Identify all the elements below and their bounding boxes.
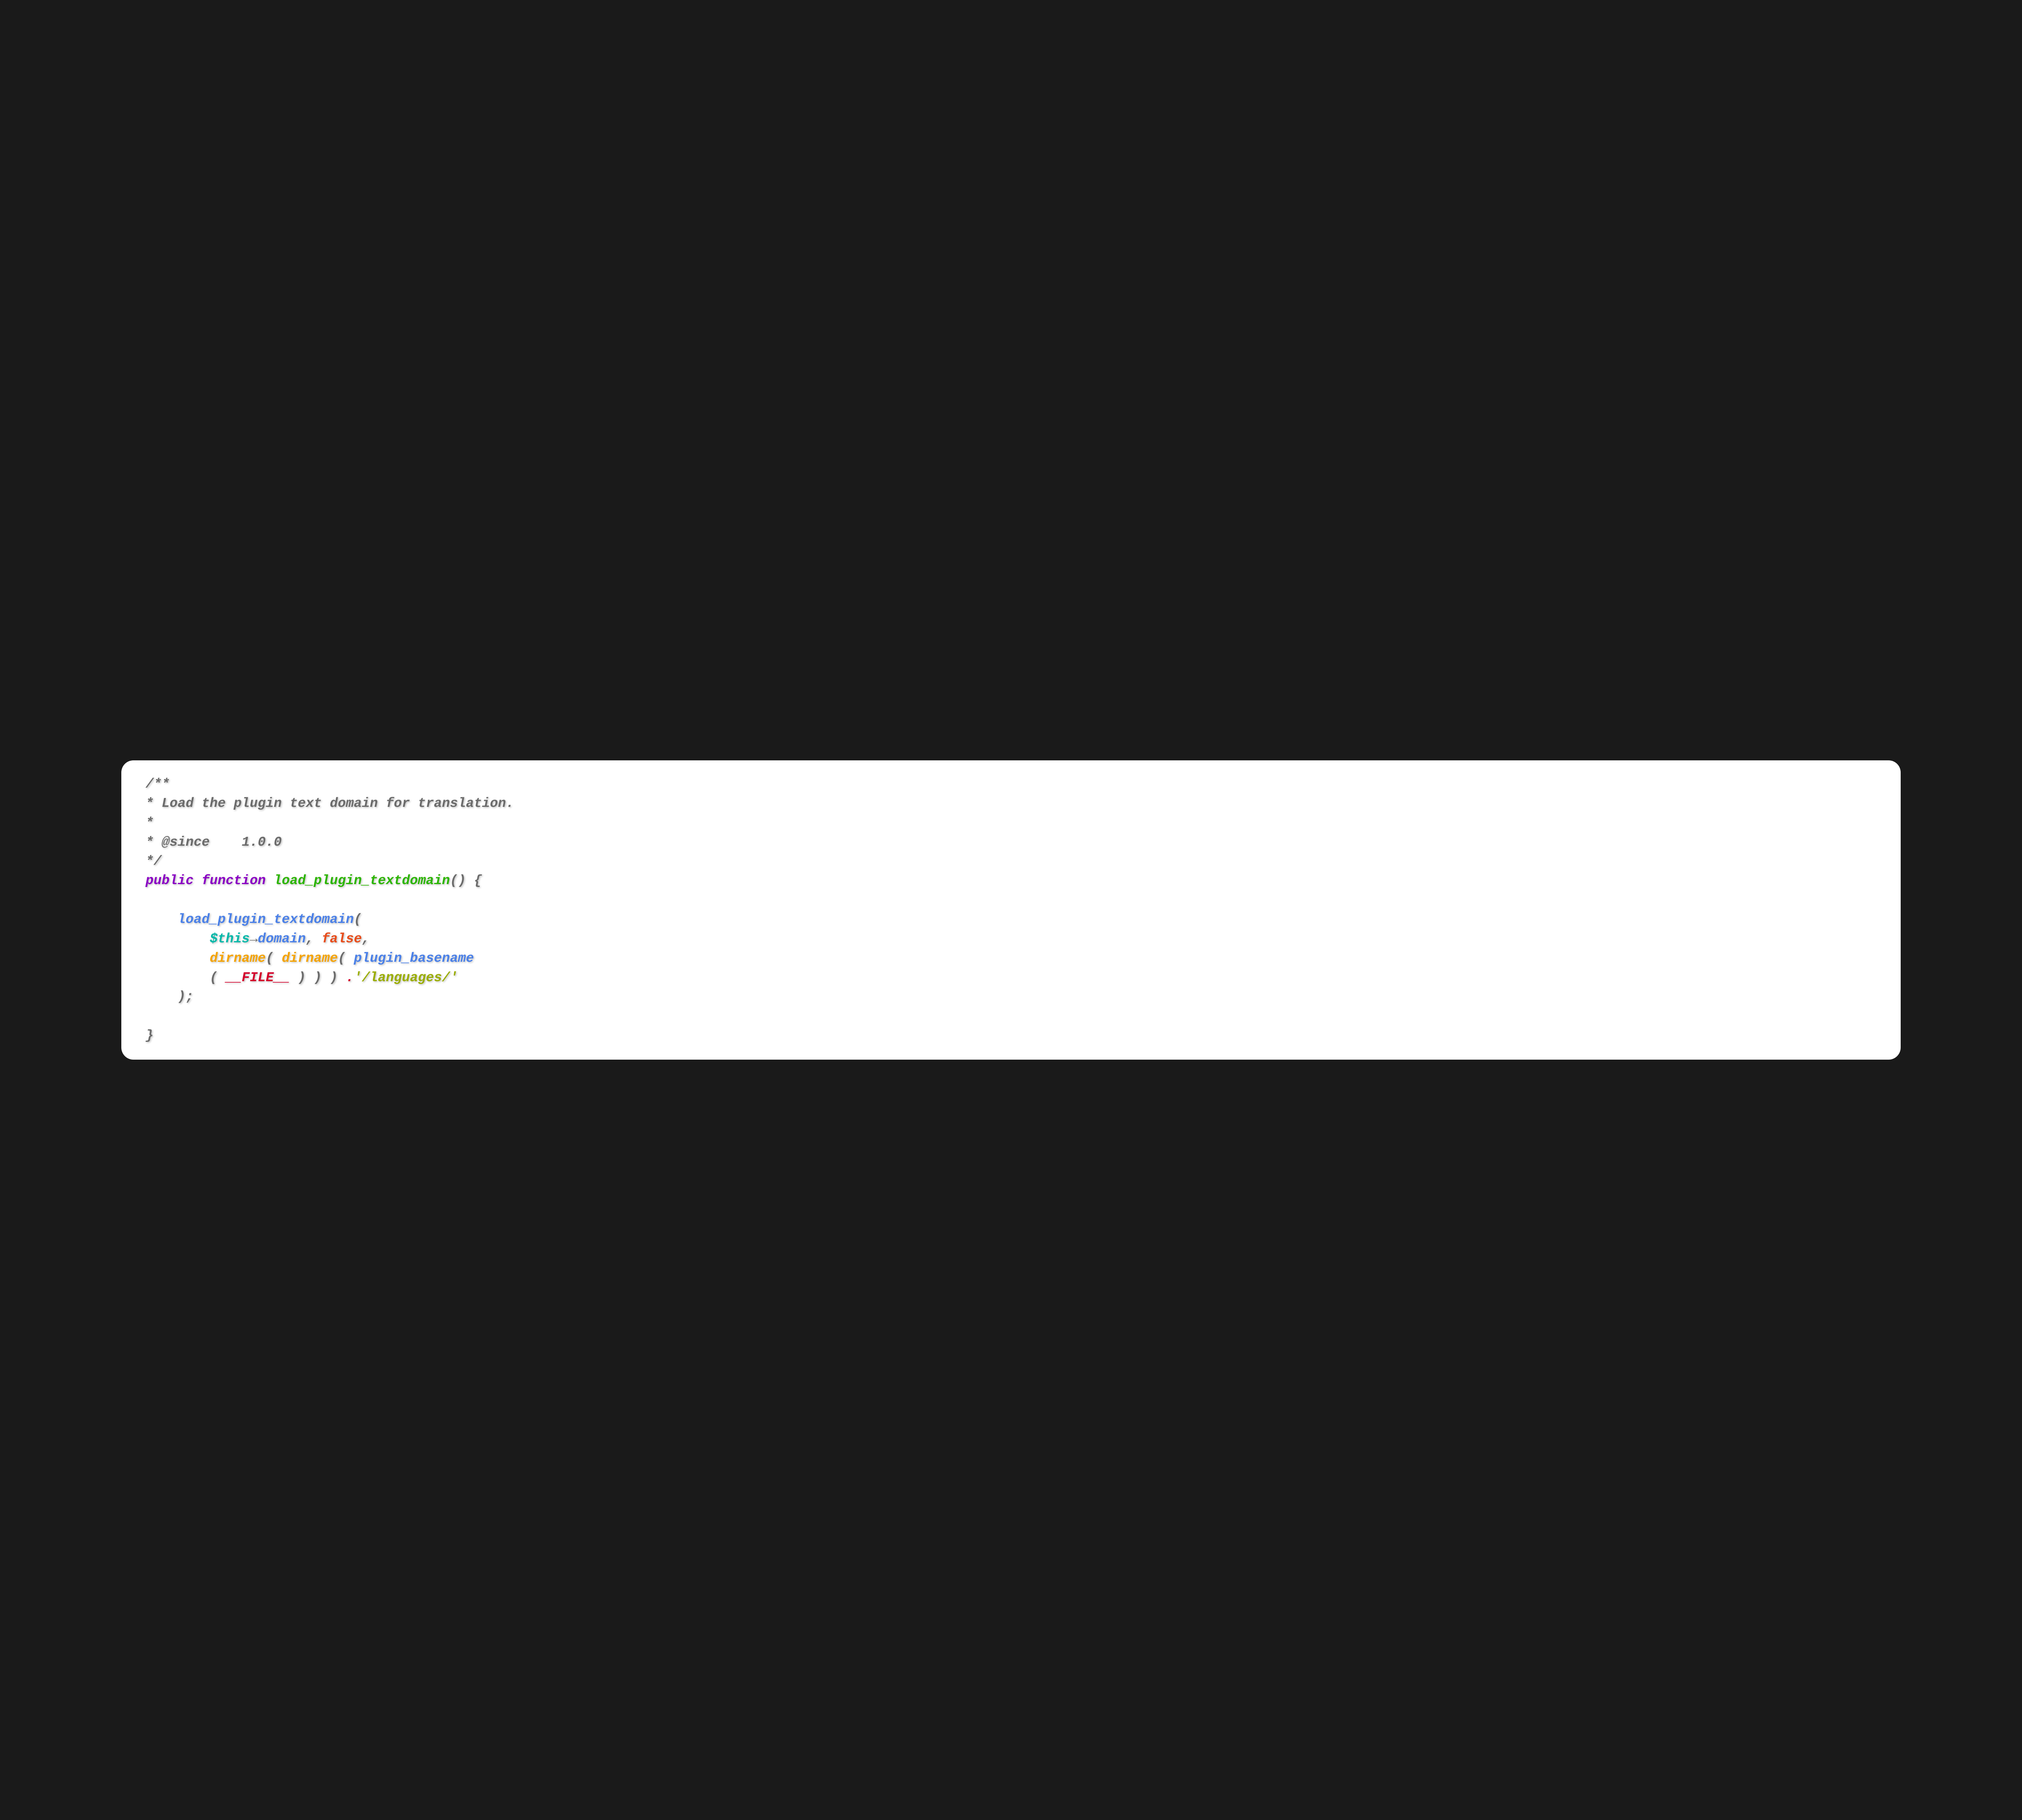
comment-line-4: * @since 1.0.0: [146, 835, 282, 850]
comma-2: ,: [362, 931, 370, 946]
comment-line-2: * Load the plugin text domain for transl…: [146, 796, 514, 811]
keyword-false: false: [322, 931, 362, 946]
comment-line-3: *: [146, 815, 154, 830]
call-dirname-2: dirname: [282, 951, 338, 966]
prop-domain: domain: [258, 931, 306, 946]
concat-dot: .: [346, 970, 354, 985]
call-plugin-basename: plugin_basename: [354, 951, 474, 966]
close-call: );: [178, 989, 194, 1004]
paren-2: (: [266, 951, 274, 966]
var-this: $this: [209, 931, 250, 946]
paren-3: (: [338, 951, 346, 966]
code-block: /** * Load the plugin text domain for tr…: [146, 775, 1876, 1045]
function-name: load_plugin_textdomain: [274, 873, 450, 888]
magic-file: __FILE__: [226, 970, 290, 985]
brace-open: {: [474, 873, 482, 888]
comment-line-1: /**: [146, 777, 169, 791]
comma-1: ,: [306, 931, 314, 946]
paren-4: (: [209, 970, 218, 985]
parens-open: (): [450, 873, 466, 888]
code-panel: /** * Load the plugin text domain for tr…: [121, 760, 1901, 1060]
call-load-plugin: load_plugin_textdomain: [178, 912, 354, 927]
string-languages: '/languages/': [354, 970, 458, 985]
arrow-op: →: [250, 931, 258, 946]
comment-line-5: */: [146, 854, 162, 869]
close-parens: ) ) ): [298, 970, 338, 985]
paren-1: (: [354, 912, 362, 927]
keyword-public: public: [146, 873, 194, 888]
call-dirname-1: dirname: [209, 951, 266, 966]
brace-close: }: [146, 1028, 154, 1043]
keyword-function: function: [202, 873, 266, 888]
